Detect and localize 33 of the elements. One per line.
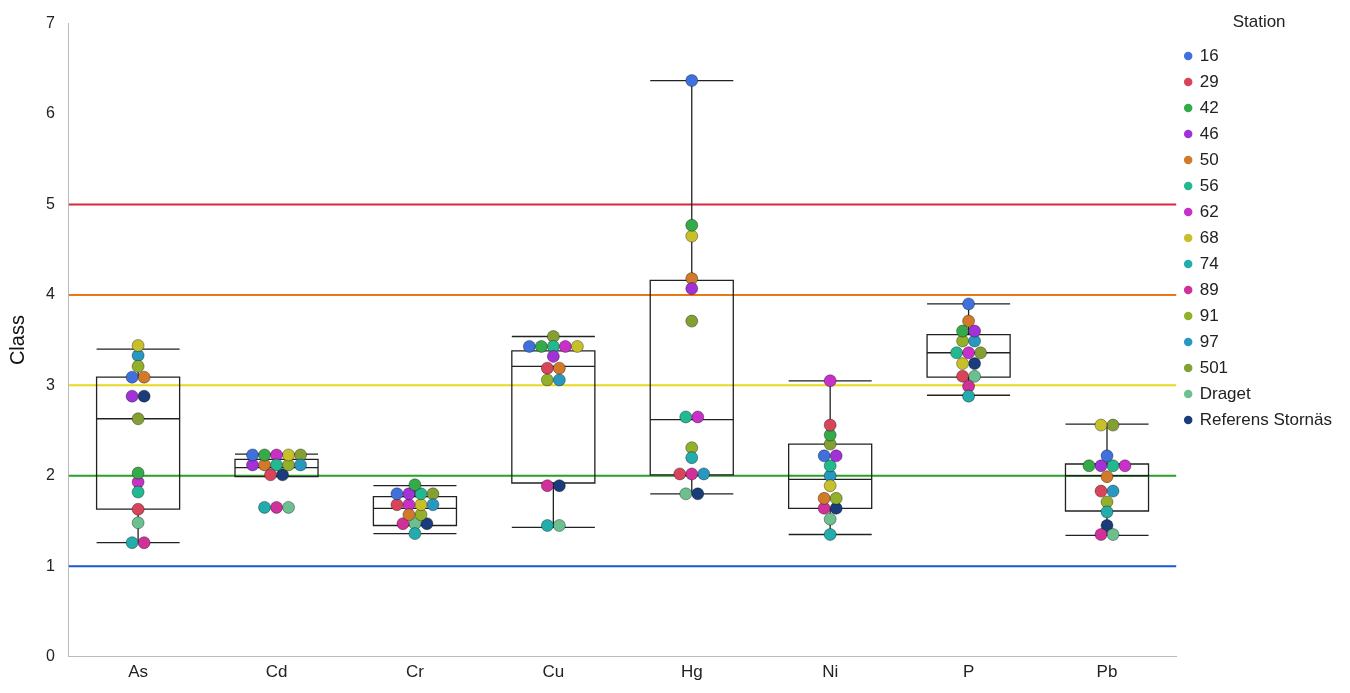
x-tick-label: Hg bbox=[680, 662, 703, 682]
legend-label: 56 bbox=[1199, 175, 1219, 195]
legend-label: 50 bbox=[1199, 149, 1219, 169]
legend-label: 42 bbox=[1199, 97, 1219, 117]
x-tick-label: Pb bbox=[1096, 662, 1118, 682]
legend-label: 97 bbox=[1199, 331, 1219, 351]
legend-title: Station bbox=[1232, 12, 1286, 32]
y-tick-label: 4 bbox=[45, 285, 55, 303]
x-tick-label: As bbox=[128, 662, 149, 682]
x-tick-label: P bbox=[962, 662, 975, 682]
x-tick-label: Cr bbox=[405, 662, 425, 682]
legend-label: 16 bbox=[1199, 45, 1219, 65]
x-tick-label: Cd bbox=[265, 662, 288, 682]
legend-label: 91 bbox=[1199, 305, 1219, 325]
legend-label: Referens Stornäs bbox=[1199, 409, 1333, 429]
legend-label: 68 bbox=[1199, 227, 1219, 247]
legend-label: 89 bbox=[1199, 279, 1219, 299]
legend-label: 29 bbox=[1199, 71, 1219, 91]
y-tick-label: 6 bbox=[45, 104, 55, 122]
x-tick-label: Ni bbox=[822, 662, 839, 682]
y-tick-label: 2 bbox=[45, 466, 55, 484]
x-tick-label: Cu bbox=[542, 662, 565, 682]
y-tick-label: 3 bbox=[45, 375, 55, 393]
y-tick-label: 7 bbox=[45, 14, 55, 32]
y-axis-title: Class bbox=[5, 315, 28, 366]
y-tick-label: 1 bbox=[45, 556, 55, 574]
legend-label: Draget bbox=[1199, 383, 1252, 403]
y-tick-label: 0 bbox=[45, 647, 55, 665]
legend-label: 501 bbox=[1199, 357, 1229, 377]
legend-label: 62 bbox=[1199, 201, 1219, 221]
legend-label: 74 bbox=[1199, 253, 1219, 273]
y-tick-label: 5 bbox=[45, 194, 55, 212]
legend-label: 46 bbox=[1199, 123, 1219, 143]
